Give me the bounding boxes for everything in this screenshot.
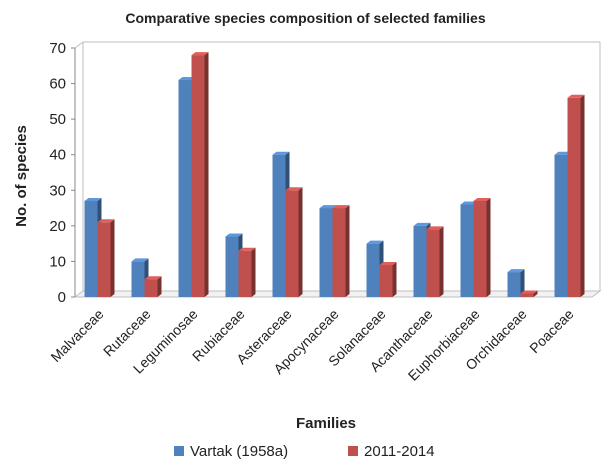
bar bbox=[191, 52, 209, 297]
bar-side bbox=[392, 261, 397, 297]
bar-top bbox=[97, 219, 115, 223]
bar bbox=[379, 261, 397, 297]
bar-top bbox=[520, 290, 538, 294]
bar bbox=[238, 247, 256, 297]
bar-top bbox=[238, 247, 256, 251]
top-depth-edge bbox=[74, 41, 84, 49]
bar-top bbox=[131, 258, 149, 262]
bar bbox=[520, 290, 538, 297]
bar-top bbox=[507, 269, 525, 273]
bar-front bbox=[97, 222, 111, 297]
bar-top bbox=[285, 187, 303, 191]
bar-side bbox=[251, 247, 256, 297]
bar-side bbox=[157, 276, 162, 297]
bar-side bbox=[110, 219, 115, 297]
bar-front bbox=[473, 200, 487, 297]
bars bbox=[84, 52, 585, 297]
bar-front bbox=[272, 154, 286, 297]
bar-top bbox=[178, 77, 196, 81]
bar-front bbox=[319, 208, 333, 297]
bar bbox=[332, 205, 350, 297]
bar-top bbox=[144, 276, 162, 280]
bar-top bbox=[379, 261, 397, 265]
bar-front bbox=[567, 97, 581, 297]
bar-front bbox=[285, 190, 299, 297]
bar-front bbox=[554, 154, 568, 297]
bar-front bbox=[131, 261, 145, 297]
y-tick-label: 60 bbox=[49, 76, 66, 93]
bar-front bbox=[238, 250, 252, 297]
bar bbox=[507, 269, 525, 297]
legend-label-series-2: 2011-2014 bbox=[364, 443, 435, 460]
bar-side bbox=[298, 187, 303, 297]
bar-front bbox=[366, 243, 380, 297]
bar-side bbox=[204, 52, 209, 297]
bar-front bbox=[144, 279, 158, 297]
bar-side bbox=[345, 205, 350, 297]
legend-label-series-1: Vartak (1958a) bbox=[190, 443, 288, 460]
bar-top bbox=[567, 94, 585, 98]
bar-side bbox=[580, 94, 585, 297]
bar-front bbox=[178, 80, 192, 297]
bar-top bbox=[554, 151, 572, 155]
bar bbox=[473, 197, 491, 297]
bar-front bbox=[426, 229, 440, 297]
legend-swatch-series-1 bbox=[174, 446, 184, 456]
bar-top bbox=[460, 201, 478, 205]
y-tick-label: 0 bbox=[58, 289, 66, 306]
bar-top bbox=[426, 226, 444, 230]
y-tick-label: 30 bbox=[49, 182, 66, 199]
bar bbox=[426, 226, 444, 297]
bar bbox=[97, 219, 115, 297]
bar-top bbox=[272, 151, 290, 155]
bar-front bbox=[460, 204, 474, 297]
y-tick-label: 70 bbox=[49, 40, 66, 57]
bar-front bbox=[84, 200, 98, 297]
bar-side bbox=[486, 197, 491, 297]
legend-swatch-series-2 bbox=[348, 446, 358, 456]
bar-side bbox=[439, 226, 444, 297]
x-tick-label: Poaceae bbox=[526, 306, 577, 357]
bar-top bbox=[366, 240, 384, 244]
y-tick-label: 10 bbox=[49, 253, 66, 270]
bar-top bbox=[473, 197, 491, 201]
bar bbox=[567, 94, 585, 297]
y-tick-label: 20 bbox=[49, 218, 66, 235]
bar-front bbox=[413, 225, 427, 297]
y-tick-label: 40 bbox=[49, 147, 66, 164]
bar-front bbox=[225, 236, 239, 297]
bar-front bbox=[507, 272, 521, 297]
chart-title: Comparative species composition of selec… bbox=[125, 10, 486, 26]
bar-top bbox=[319, 205, 337, 209]
bar-top bbox=[413, 222, 431, 226]
y-tick-label: 50 bbox=[49, 111, 66, 128]
bar-front bbox=[191, 55, 205, 297]
bar-front bbox=[379, 264, 393, 297]
bar-top bbox=[225, 233, 243, 237]
bar-side bbox=[520, 269, 525, 297]
legend: Vartak (1958a) 2011-2014 bbox=[174, 443, 435, 460]
bar-top bbox=[191, 52, 209, 56]
x-tick-label: Malvaceae bbox=[47, 306, 106, 365]
labels: 010203040506070MalvaceaeRutaceaeLegumino… bbox=[47, 40, 576, 384]
x-axis-title: Families bbox=[296, 415, 356, 432]
bar bbox=[285, 187, 303, 297]
bar-top bbox=[332, 205, 350, 209]
bar-front bbox=[332, 208, 346, 297]
bar bbox=[144, 276, 162, 297]
bar-side bbox=[533, 290, 538, 297]
bar-front bbox=[520, 293, 534, 297]
y-axis-title: No. of species bbox=[13, 125, 30, 227]
bar-top bbox=[84, 197, 102, 201]
